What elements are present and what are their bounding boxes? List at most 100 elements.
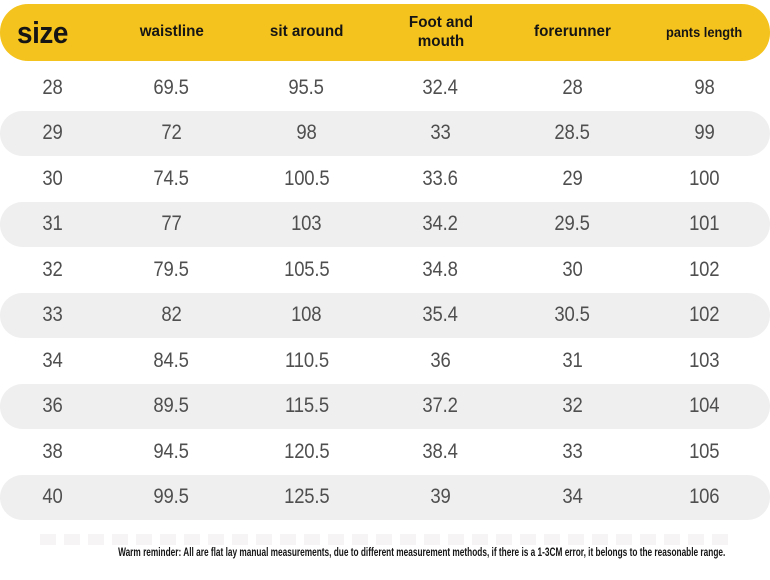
cell-value: 120.5 bbox=[283, 439, 330, 463]
table-cell: 105 bbox=[638, 440, 770, 464]
table-cell: 39 bbox=[375, 485, 506, 509]
cell-value: 36 bbox=[430, 348, 451, 372]
cell-value: 106 bbox=[688, 485, 720, 509]
table-cell: 30 bbox=[506, 258, 638, 282]
cell-value: 32 bbox=[561, 394, 583, 418]
table-cell: 125.5 bbox=[238, 485, 375, 509]
table-cell: 29 bbox=[0, 121, 105, 145]
cell-value: 30 bbox=[561, 257, 583, 281]
table-cell: 35.4 bbox=[375, 303, 506, 327]
table-cell: 33.6 bbox=[375, 167, 506, 191]
cell-value: 104 bbox=[688, 394, 720, 418]
table-row-size-31: 31 77 103 34.2 29.5 101 bbox=[0, 201, 770, 247]
cell-value: 72 bbox=[161, 121, 182, 145]
cell-value: 35.4 bbox=[422, 303, 459, 327]
cell-value: 29 bbox=[561, 166, 583, 190]
table-cell: 105.5 bbox=[238, 258, 375, 282]
cell-value: 110.5 bbox=[284, 348, 329, 372]
watermark-strip bbox=[40, 534, 730, 545]
header-cell-foot-and-mouth: Foot and mouth bbox=[375, 4, 506, 61]
cell-value: 36 bbox=[42, 394, 63, 418]
table-cell: 29 bbox=[506, 167, 638, 191]
table-cell: 110.5 bbox=[238, 349, 375, 373]
cell-value: 108 bbox=[291, 303, 322, 327]
cell-value: 29 bbox=[42, 121, 63, 145]
cell-value: 94.5 bbox=[153, 439, 190, 463]
table-cell: 34 bbox=[0, 349, 105, 373]
table-cell: 99 bbox=[638, 121, 770, 145]
cell-value: 102 bbox=[688, 257, 720, 281]
table-cell: 30 bbox=[0, 167, 105, 191]
cell-value: 34 bbox=[561, 485, 583, 509]
table-cell: 79.5 bbox=[105, 258, 238, 282]
cell-value: 28.5 bbox=[554, 121, 590, 145]
table-cell: 98 bbox=[638, 76, 770, 100]
cell-value: 37.2 bbox=[422, 394, 459, 418]
cell-value: 39 bbox=[430, 485, 451, 509]
cell-value: 100.5 bbox=[283, 166, 330, 190]
table-row-size-33: 33 82 108 35.4 30.5 102 bbox=[0, 292, 770, 338]
table-cell: 30.5 bbox=[506, 303, 638, 327]
table-row-size-30: 30 74.5 100.5 33.6 29 100 bbox=[0, 156, 770, 202]
cell-value: 74.5 bbox=[153, 166, 190, 190]
cell-value: 34 bbox=[42, 348, 63, 372]
header-cell-waistline: waistline bbox=[105, 4, 238, 61]
table-cell: 102 bbox=[638, 303, 770, 327]
cell-value: 32.4 bbox=[422, 75, 459, 99]
cell-value: 115.5 bbox=[284, 394, 329, 418]
table-cell: 74.5 bbox=[105, 167, 238, 191]
cell-value: 33 bbox=[430, 121, 451, 145]
header-cell-forerunner: forerunner bbox=[506, 4, 638, 61]
table-cell: 106 bbox=[638, 485, 770, 509]
cell-value: 99.5 bbox=[153, 485, 190, 509]
table-cell: 40 bbox=[0, 485, 105, 509]
cell-value: 77 bbox=[161, 212, 182, 236]
table-cell: 102 bbox=[638, 258, 770, 282]
cell-value: 105 bbox=[688, 439, 720, 463]
cell-value: 38.4 bbox=[422, 439, 459, 463]
table-cell: 99.5 bbox=[105, 485, 238, 509]
table-cell: 72 bbox=[105, 121, 238, 145]
table-cell: 32.4 bbox=[375, 76, 506, 100]
table-cell: 29.5 bbox=[506, 212, 638, 236]
table-cell: 37.2 bbox=[375, 394, 506, 418]
table-cell: 28 bbox=[0, 76, 105, 100]
header-label: pants length bbox=[665, 24, 743, 40]
table-cell: 84.5 bbox=[105, 349, 238, 373]
cell-value: 29.5 bbox=[554, 212, 590, 236]
table-cell: 36 bbox=[0, 394, 105, 418]
table-row-size-29: 29 72 98 33 28.5 99 bbox=[0, 110, 770, 156]
cell-value: 102 bbox=[688, 303, 720, 327]
table-cell: 69.5 bbox=[105, 76, 238, 100]
cell-value: 33 bbox=[42, 303, 63, 327]
cell-value: 33.6 bbox=[422, 166, 459, 190]
table-cell: 28 bbox=[506, 76, 638, 100]
table-row-size-40: 40 99.5 125.5 39 34 106 bbox=[0, 474, 770, 520]
table-cell: 120.5 bbox=[238, 440, 375, 464]
cell-value: 28 bbox=[561, 75, 583, 99]
header-cell-size: size bbox=[0, 4, 105, 61]
table-row-size-28: 28 69.5 95.5 32.4 28 98 bbox=[0, 65, 770, 111]
warm-reminder-text: Warm reminder: All are flat lay manual m… bbox=[118, 547, 726, 559]
cell-value: 34.8 bbox=[422, 257, 459, 281]
header-cell-sit-around: sit around bbox=[238, 4, 375, 61]
header-label: waistline bbox=[139, 23, 204, 41]
cell-value: 69.5 bbox=[153, 75, 190, 99]
table-cell: 33 bbox=[0, 303, 105, 327]
table-cell: 32 bbox=[0, 258, 105, 282]
table-row-size-32: 32 79.5 105.5 34.8 30 102 bbox=[0, 247, 770, 293]
cell-value: 105.5 bbox=[283, 257, 330, 281]
table-cell: 95.5 bbox=[238, 76, 375, 100]
table-body: 28 69.5 95.5 32.4 28 98 29 72 98 33 28.5 99 30 74.5 10… bbox=[0, 65, 770, 520]
table-cell: 32 bbox=[506, 394, 638, 418]
table-cell: 38.4 bbox=[375, 440, 506, 464]
cell-value: 31 bbox=[561, 348, 583, 372]
cell-value: 30.5 bbox=[554, 303, 590, 327]
cell-value: 103 bbox=[688, 348, 720, 372]
table-header-row: size waistline sit around Foot and mouth for… bbox=[0, 4, 770, 61]
table-cell: 38 bbox=[0, 440, 105, 464]
table-cell: 98 bbox=[238, 121, 375, 145]
table-cell: 28.5 bbox=[506, 121, 638, 145]
table-cell: 100 bbox=[638, 167, 770, 191]
